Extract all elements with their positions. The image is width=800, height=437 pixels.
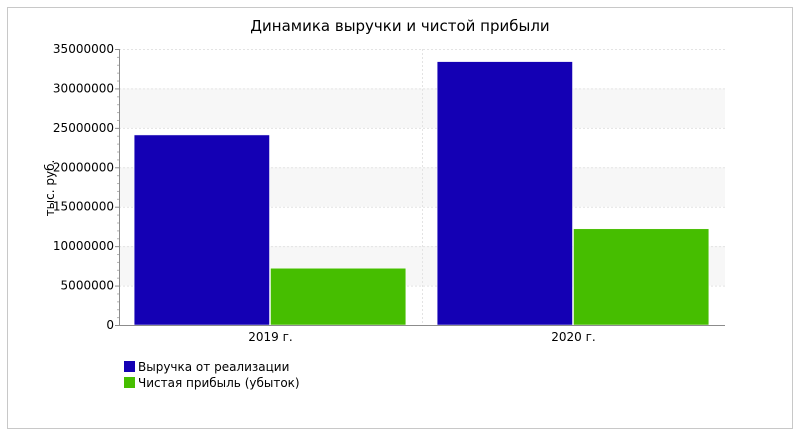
y-axis-label: тыс. руб. xyxy=(43,160,57,217)
x-tick-label: 2020 г. xyxy=(551,330,595,344)
legend-label: Чистая прибыль (убыток) xyxy=(138,376,300,390)
y-tick-label: 15000000 xyxy=(53,200,114,214)
y-tick-label: 10000000 xyxy=(53,239,114,253)
y-tick-label: 0 xyxy=(106,318,114,332)
chart-title: Динамика выручки и чистой прибыли xyxy=(250,17,549,35)
y-tick-label: 5000000 xyxy=(61,279,114,293)
bar xyxy=(133,134,270,326)
legend: Выручка от реализации Чистая прибыль (убы… xyxy=(124,360,300,390)
bars xyxy=(133,61,710,326)
y-tick-label: 25000000 xyxy=(53,121,114,135)
legend-label: Выручка от реализации xyxy=(138,360,289,374)
bar xyxy=(270,267,407,326)
axes xyxy=(115,49,725,326)
bar xyxy=(573,228,710,326)
legend-swatch xyxy=(124,361,135,372)
y-tick-label: 20000000 xyxy=(53,160,114,174)
y-tick-label: 35000000 xyxy=(53,42,114,56)
y-tick-label: 30000000 xyxy=(53,81,114,95)
tick-labels: 0 5000000 10000000 15000000 20000000 25000000… xyxy=(53,42,596,344)
legend-swatch xyxy=(124,377,135,388)
x-tick-label: 2019 г. xyxy=(248,330,292,344)
bar xyxy=(436,61,573,326)
